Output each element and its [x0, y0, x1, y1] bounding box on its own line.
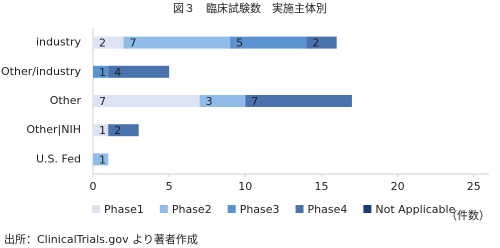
- y-tick-label: Other: [50, 94, 82, 107]
- legend-swatch: [92, 205, 100, 213]
- bar-segment: [93, 36, 124, 49]
- bar-value-label: 3: [206, 95, 213, 108]
- bar-segment: [93, 95, 200, 107]
- bar-segment: [306, 36, 337, 49]
- bar-value-label: 7: [99, 95, 106, 108]
- legend-label: Phase1: [104, 203, 144, 216]
- legend-label: Phase3: [240, 203, 280, 216]
- legend-swatch: [227, 205, 236, 213]
- x-tick-label: 20: [391, 180, 405, 193]
- bar-value-label: 1: [99, 153, 106, 166]
- bar-value-label: 7: [251, 95, 258, 108]
- bar-value-label: 5: [236, 37, 243, 50]
- y-tick-label: U.S. Fed: [36, 152, 81, 165]
- bar-value-label: 1: [99, 124, 106, 137]
- bar-segment: [93, 153, 109, 166]
- x-unit-label: （件数）: [446, 209, 490, 222]
- x-tick-label: 15: [314, 180, 328, 193]
- legend-swatch: [363, 205, 372, 213]
- legend-label: Not Applicable: [375, 203, 455, 216]
- x-tick-label: 0: [90, 180, 97, 193]
- bar-segment: [230, 36, 307, 49]
- y-tick-label: Other/industry: [1, 65, 81, 78]
- legend-swatch: [159, 205, 168, 213]
- legend-swatch: [295, 205, 304, 213]
- x-tick-label: 5: [166, 180, 173, 193]
- bar-segment: [123, 36, 231, 49]
- bar-value-label: 2: [99, 37, 106, 50]
- bar-value-label: 4: [114, 66, 121, 79]
- source-note: 出所：ClinicalTrials.gov より著者作成: [4, 232, 198, 246]
- bar-segment: [199, 95, 246, 107]
- x-tick-label: 10: [238, 180, 252, 193]
- bar-value-label: 2: [312, 37, 319, 50]
- x-tick-label: 25: [467, 180, 481, 193]
- y-tick-label: Other|NIH: [26, 123, 81, 136]
- bar-value-label: 1: [99, 66, 106, 79]
- bar-segment: [93, 124, 109, 137]
- legend-label: Phase4: [308, 203, 348, 216]
- bar-segment: [245, 95, 352, 107]
- y-tick-label: industry: [36, 36, 82, 49]
- chart-title: 図３ 臨床試験数 実施主体別: [173, 1, 327, 15]
- bar-segment: [108, 124, 139, 137]
- legend-label: Phase2: [172, 203, 212, 216]
- bar-segment: [93, 65, 109, 78]
- bar-segment: [108, 65, 170, 78]
- bar-value-label: 7: [129, 37, 136, 50]
- bar-value-label: 2: [114, 124, 121, 137]
